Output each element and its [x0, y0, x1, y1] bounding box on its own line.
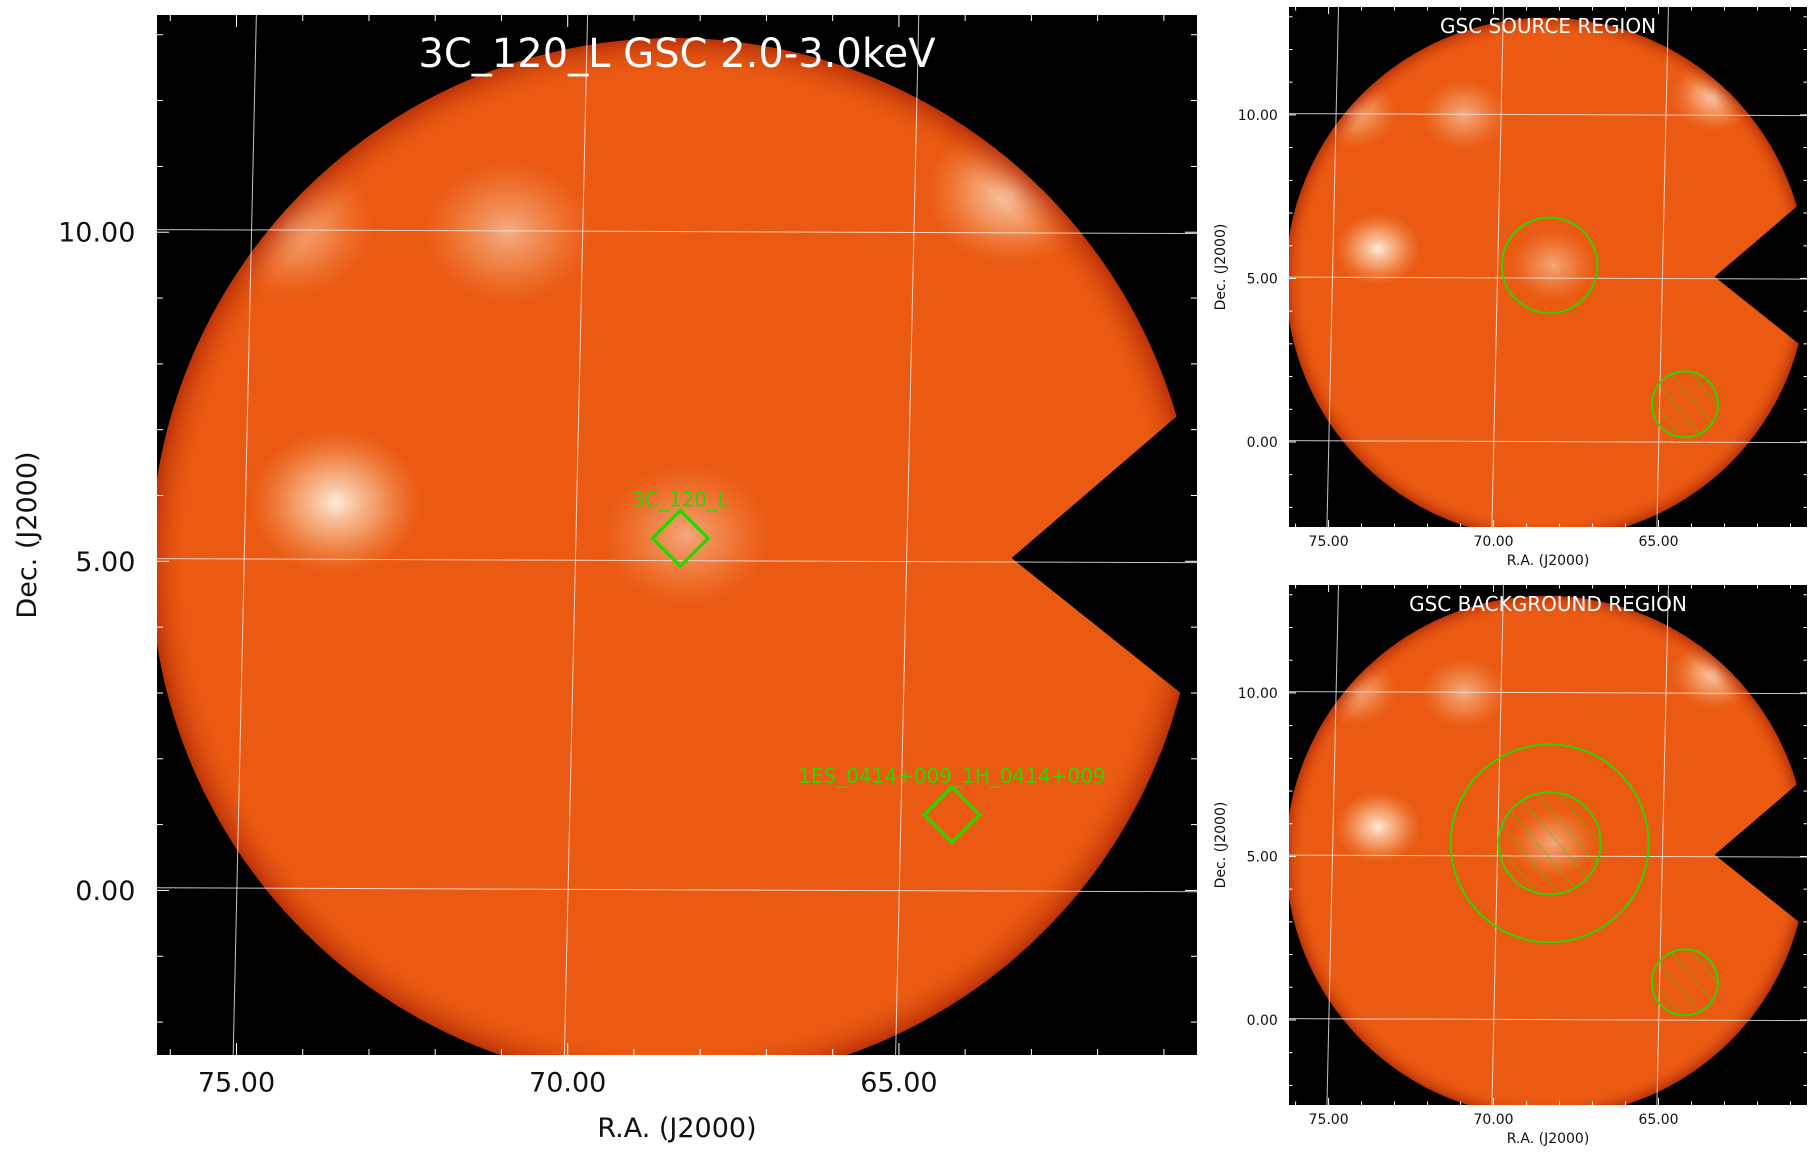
x-tick-label: 65.00: [860, 1067, 937, 1098]
y-tick-label: 10.00: [1238, 108, 1278, 124]
y-tick-label: 5.00: [1247, 849, 1278, 865]
y-tick-label: 5.00: [1247, 271, 1278, 287]
main-image-panel: 3C_120_L 1ES_0414+009_1H_0414+009 3C_120_L…: [0, 0, 1250, 1156]
source-label: 3C_120_L: [632, 487, 729, 511]
source-region-panel: GSC SOURCE REGION 75.00 70.00 65.00 10.00 5.0…: [1210, 0, 1815, 578]
y-tick-label: 0.00: [75, 876, 135, 907]
x-axis-label: R.A. (J2000): [1507, 1131, 1590, 1147]
background-region-panel: GSC BACKGROUND REGION 75.00 70.00 65.00 10.0…: [1210, 578, 1815, 1156]
y-tick-label: 5.00: [75, 547, 135, 578]
y-tick-label: 0.00: [1247, 1013, 1278, 1029]
x-tick-label: 75.00: [1309, 1112, 1349, 1128]
x-tick-label: 65.00: [1638, 534, 1678, 550]
chart-title: 3C_120_L GSC 2.0-3.0keV: [418, 31, 936, 77]
x-tick-label: 70.00: [1474, 534, 1514, 550]
x-axis-label: R.A. (J2000): [1507, 553, 1590, 569]
x-tick-label: 75.00: [198, 1067, 275, 1098]
chart-title: GSC SOURCE REGION: [1440, 14, 1656, 38]
x-tick-label: 70.00: [1474, 1112, 1514, 1128]
source-label: 1ES_0414+009_1H_0414+009: [798, 764, 1105, 788]
y-tick-label: 0.00: [1247, 435, 1278, 451]
hatched-region-circle: [1652, 371, 1718, 437]
x-tick-label: 70.00: [529, 1067, 606, 1098]
y-tick-label: 10.00: [58, 218, 135, 249]
x-tick-label: 75.00: [1309, 534, 1349, 550]
x-axis-label: R.A. (J2000): [597, 1113, 756, 1144]
y-axis-label: Dec. (J2000): [12, 451, 43, 618]
hatched-region-circle: [1499, 792, 1601, 894]
chart-title: GSC BACKGROUND REGION: [1409, 592, 1687, 616]
x-tick-label: 65.00: [1638, 1112, 1678, 1128]
y-axis-label: Dec. (J2000): [1213, 224, 1229, 311]
hatched-region-circle: [1652, 949, 1718, 1015]
y-axis-label: Dec. (J2000): [1213, 802, 1229, 889]
y-tick-label: 10.00: [1238, 686, 1278, 702]
